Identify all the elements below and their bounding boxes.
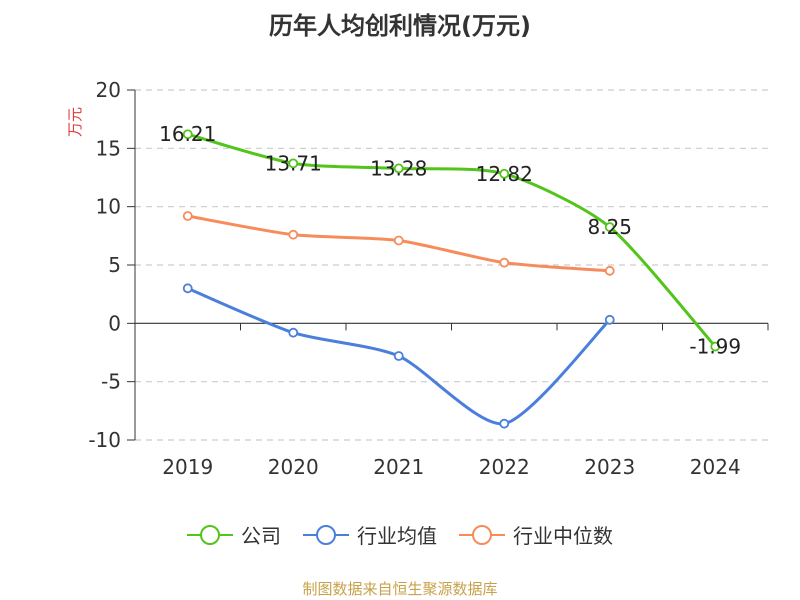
data-point: [604, 265, 615, 276]
legend-label-industry-median: 行业中位数: [513, 524, 613, 548]
data-point: [393, 351, 404, 361]
data-point: [288, 327, 299, 338]
data-label: 12.82: [476, 162, 533, 186]
data-label: 8.25: [587, 215, 632, 239]
data-point: [499, 257, 510, 268]
x-tick-label: 2022: [479, 455, 530, 479]
x-tick-label: 2023: [584, 455, 635, 479]
data-point: [393, 235, 404, 246]
grid-lines: [135, 89, 768, 441]
y-tick-label: -10: [88, 428, 121, 452]
data-point: [393, 163, 404, 174]
data-point: [710, 341, 721, 352]
data-point: [182, 211, 193, 221]
legend: 公司 行业均值 行业中位数: [0, 520, 800, 549]
x-tick-label: 2020: [268, 455, 319, 479]
x-tick-label: 2024: [690, 455, 741, 479]
legend-label-industry-mean: 行业均值: [357, 524, 437, 548]
data-point: [499, 418, 510, 429]
data-point: [499, 168, 510, 179]
data-label: -1.99: [689, 335, 741, 359]
data-point: [604, 314, 615, 325]
y-tick-label: 10: [96, 195, 121, 219]
legend-item-industry-mean[interactable]: 行业均值: [303, 520, 437, 549]
data-labels: 16.21 13.71 13.28 12.82 8.25 -1.99: [159, 122, 741, 358]
chart-title: 历年人均创利情况(万元): [269, 12, 531, 40]
data-point: [604, 222, 615, 232]
data-label: 16.21: [159, 122, 216, 146]
legend-marker-industry-mean: [303, 524, 349, 545]
series-line-0: [187, 132, 717, 348]
data-point: [288, 158, 299, 169]
legend-marker-industry-median: [459, 524, 505, 545]
y-tick-label: 5: [108, 253, 121, 277]
data-label: 13.28: [370, 156, 427, 180]
data-label: 13.71: [265, 151, 322, 175]
axes: 20 15 10 5 0 -5 -10 万元 2019 2020 2021 2022 2023 2024: [66, 78, 769, 479]
legend-item-industry-median[interactable]: 行业中位数: [459, 520, 613, 549]
data-point: [182, 283, 193, 294]
x-tick-label: 2021: [373, 455, 424, 479]
y-tick-label: 20: [96, 78, 121, 102]
x-tick-label: 2019: [162, 455, 213, 479]
data-point: [288, 229, 299, 240]
source-note: 制图数据来自恒生聚源数据库: [302, 580, 498, 598]
data-point: [182, 129, 193, 140]
legend-marker-company: [187, 524, 233, 545]
series-lines: [182, 129, 721, 429]
y-tick-label: 0: [108, 311, 121, 335]
legend-item-company[interactable]: 公司: [187, 520, 281, 549]
y-axis-label: 万元: [66, 107, 84, 137]
legend-label-company: 公司: [241, 524, 281, 548]
y-tick-label: -5: [101, 370, 121, 394]
y-tick-label: 15: [96, 136, 121, 160]
